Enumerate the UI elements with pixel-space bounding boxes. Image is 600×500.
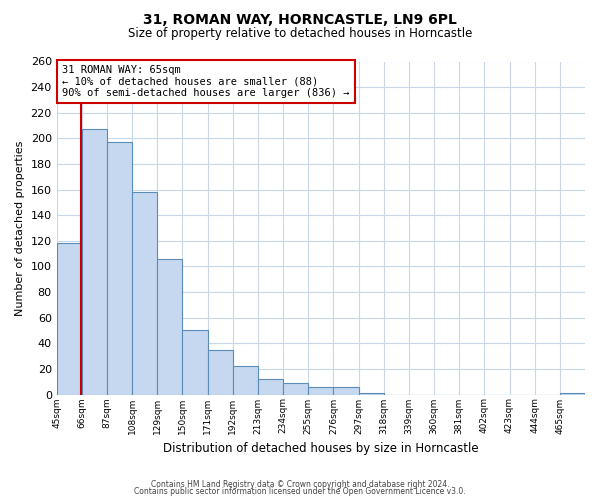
Bar xyxy=(132,192,157,394)
Bar xyxy=(82,130,107,394)
Bar xyxy=(157,258,182,394)
Text: 31, ROMAN WAY, HORNCASTLE, LN9 6PL: 31, ROMAN WAY, HORNCASTLE, LN9 6PL xyxy=(143,12,457,26)
Text: Size of property relative to detached houses in Horncastle: Size of property relative to detached ho… xyxy=(128,28,472,40)
Text: 31 ROMAN WAY: 65sqm
← 10% of detached houses are smaller (88)
90% of semi-detach: 31 ROMAN WAY: 65sqm ← 10% of detached ho… xyxy=(62,65,349,98)
Bar xyxy=(182,330,208,394)
Bar xyxy=(359,393,384,394)
Y-axis label: Number of detached properties: Number of detached properties xyxy=(15,140,25,316)
Bar xyxy=(233,366,258,394)
X-axis label: Distribution of detached houses by size in Horncastle: Distribution of detached houses by size … xyxy=(163,442,479,455)
Text: Contains public sector information licensed under the Open Government Licence v3: Contains public sector information licen… xyxy=(134,487,466,496)
Bar xyxy=(283,383,308,394)
Bar xyxy=(258,379,283,394)
Bar xyxy=(208,350,233,395)
Bar xyxy=(334,387,359,394)
Text: Contains HM Land Registry data © Crown copyright and database right 2024.: Contains HM Land Registry data © Crown c… xyxy=(151,480,449,489)
Bar xyxy=(107,142,132,395)
Bar xyxy=(308,387,334,394)
Bar xyxy=(56,244,82,394)
Bar xyxy=(560,393,585,394)
